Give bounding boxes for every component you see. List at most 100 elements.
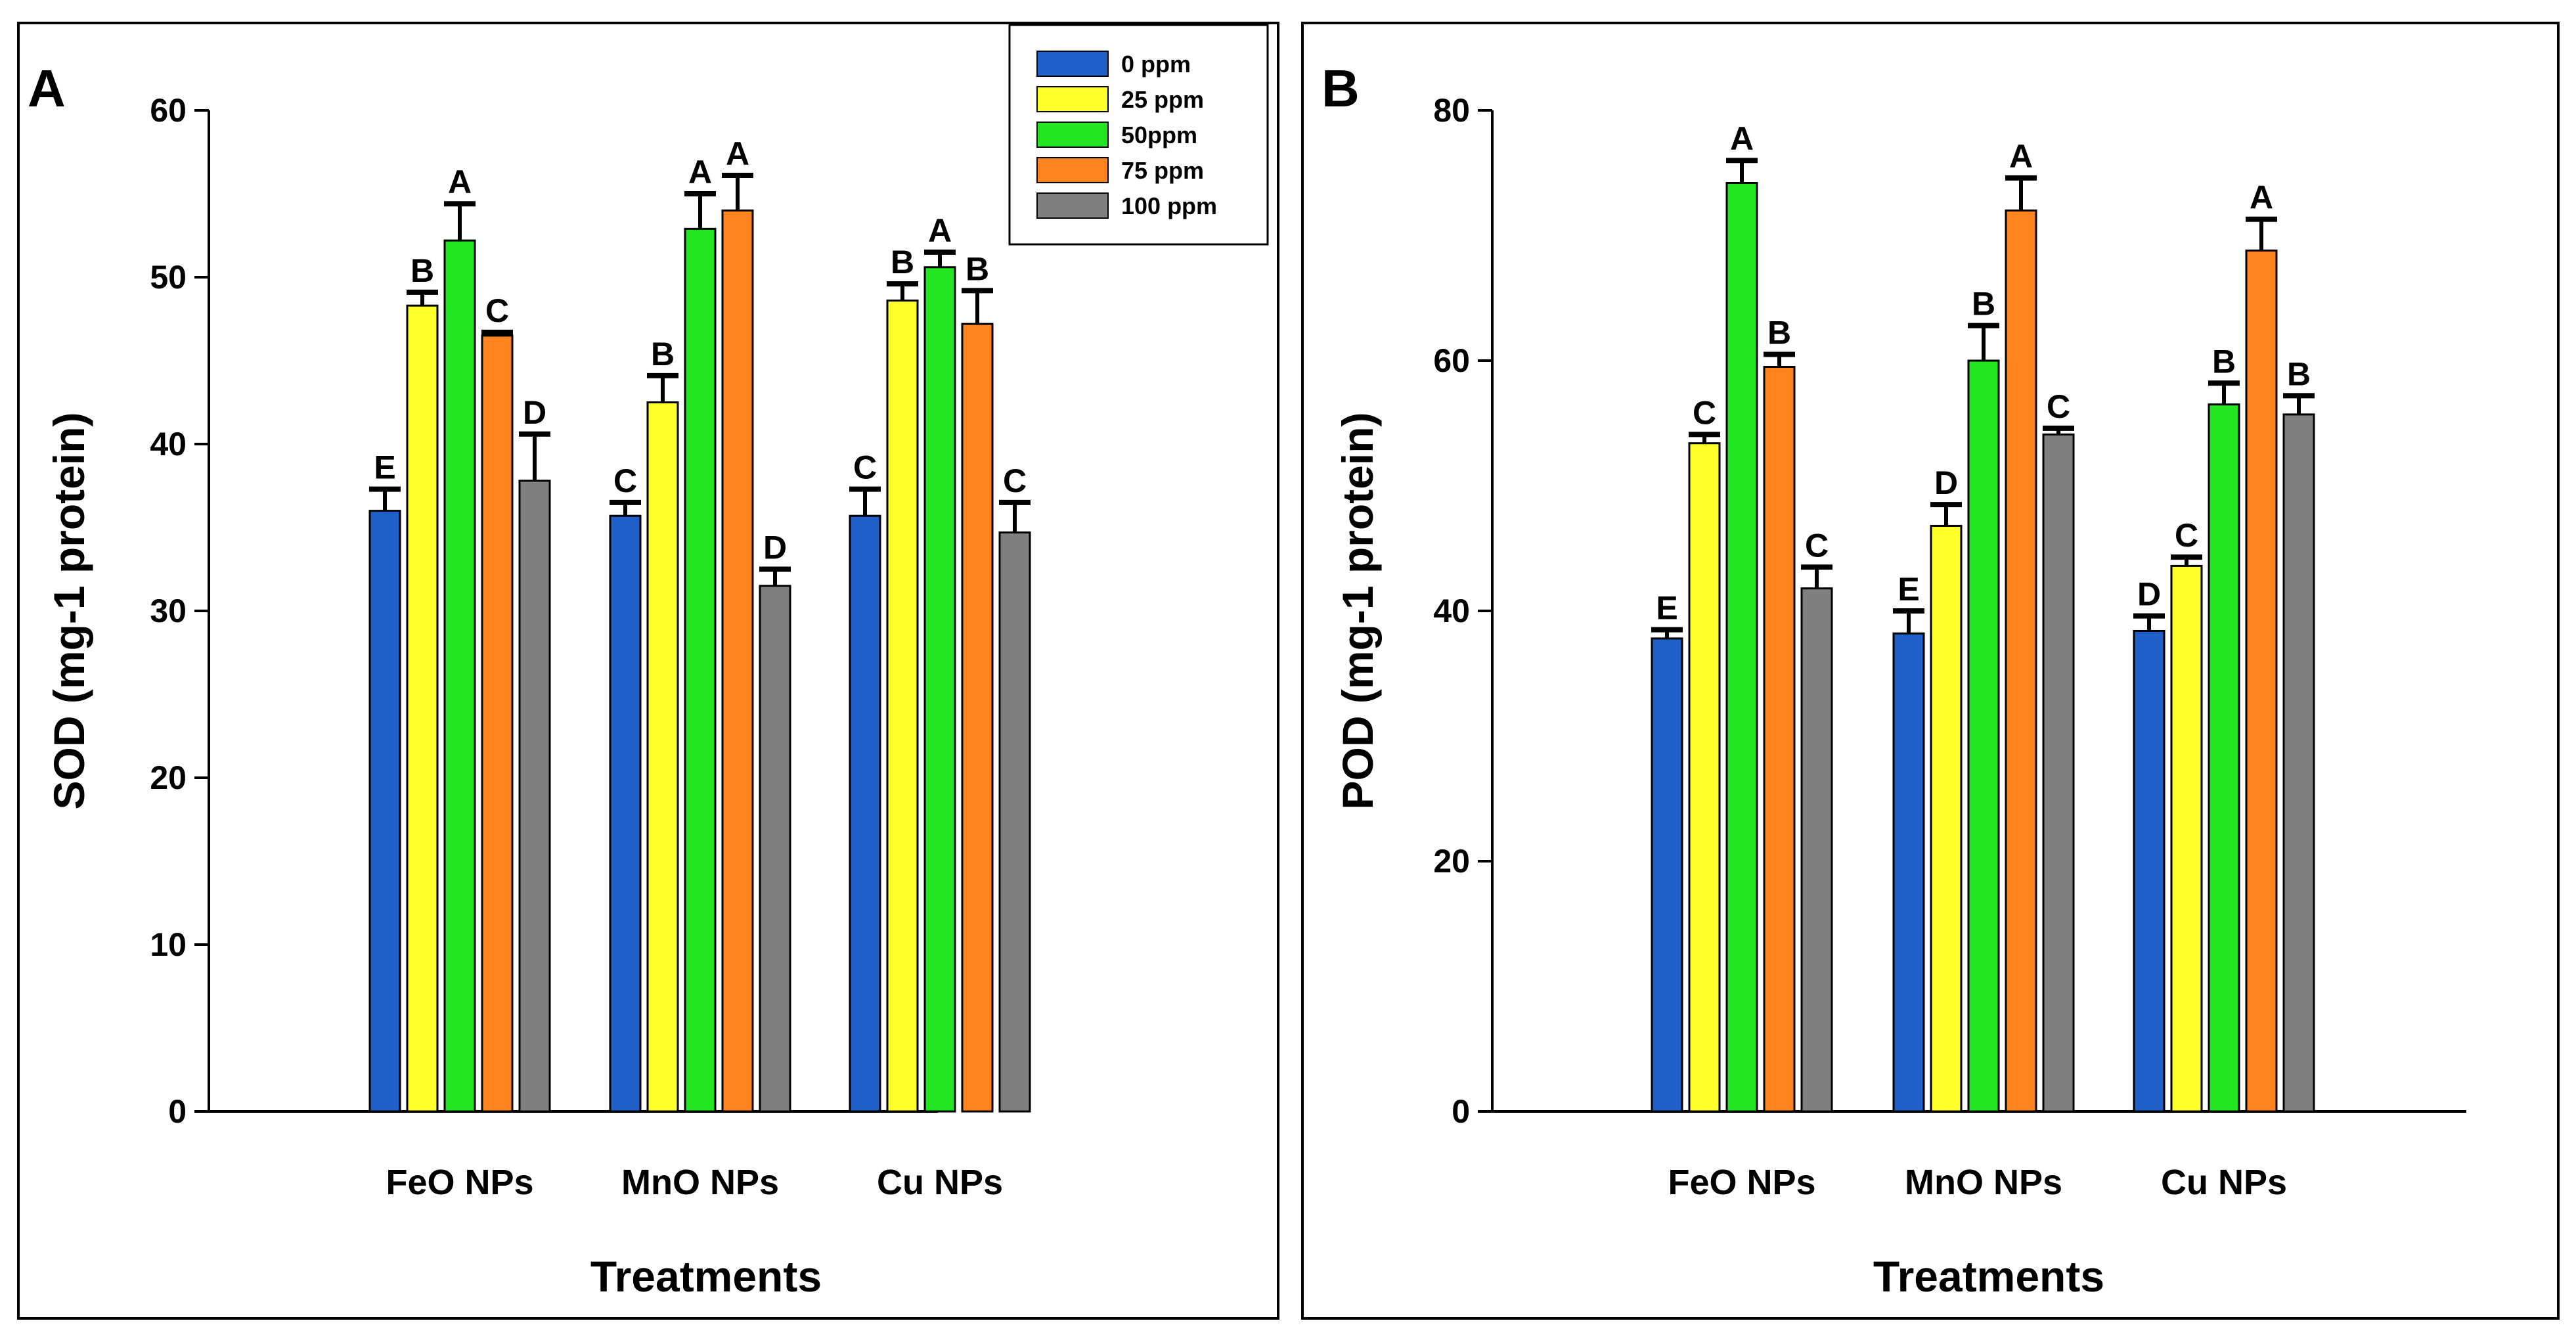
panel-frame: [1301, 22, 2560, 1320]
significance-label: B: [1972, 286, 1995, 323]
significance-label: C: [853, 449, 877, 486]
y-axis-title: SOD (mg-1 protein): [45, 413, 93, 810]
x-category-label: Cu NPs: [2161, 1163, 2287, 1202]
bar: [2282, 413, 2315, 1113]
significance-label: B: [411, 252, 434, 289]
bar: [2170, 564, 2203, 1113]
y-tick-label: 30: [150, 593, 187, 629]
bar: [368, 510, 401, 1113]
x-category-label: MnO NPs: [1905, 1163, 2062, 1202]
panel-frame: [17, 22, 1279, 1320]
bar: [518, 480, 551, 1113]
y-tick-label: 20: [150, 759, 187, 796]
significance-label: A: [2009, 138, 2033, 175]
legend-swatch: [1036, 51, 1109, 77]
bar: [998, 531, 1031, 1113]
bar: [646, 401, 679, 1113]
legend-label: 25 ppm: [1121, 86, 1204, 113]
significance-label: D: [523, 394, 546, 431]
legend-label: 0 ppm: [1121, 51, 1191, 78]
significance-label: A: [2250, 179, 2273, 216]
bar: [923, 266, 956, 1113]
significance-label: D: [2137, 576, 2161, 613]
significance-label: A: [448, 164, 472, 200]
y-tick-label: 40: [150, 426, 187, 462]
legend-swatch: [1036, 192, 1109, 219]
legend-label: 75 ppm: [1121, 157, 1204, 184]
bar: [609, 514, 642, 1113]
significance-label: B: [1767, 314, 1791, 351]
significance-label: E: [1656, 590, 1677, 627]
y-tick-label: 60: [150, 92, 187, 129]
bar: [2208, 403, 2240, 1113]
y-tick-label: 0: [1452, 1093, 1470, 1130]
y-tick-label: 40: [1433, 593, 1470, 629]
panel-letter: B: [1321, 59, 1360, 118]
significance-label: B: [966, 250, 989, 287]
bar: [2042, 433, 2075, 1113]
significance-label: C: [1805, 527, 1829, 564]
bar: [2005, 209, 2037, 1113]
bar: [1892, 632, 1925, 1113]
y-tick-label: 0: [168, 1093, 187, 1130]
significance-label: E: [1898, 571, 1919, 608]
significance-label: C: [485, 292, 509, 329]
bar: [849, 514, 881, 1113]
bar: [2133, 629, 2165, 1113]
bar: [1725, 181, 1758, 1113]
x-category-label: FeO NPs: [386, 1163, 533, 1202]
y-tick-label: 10: [150, 926, 187, 963]
bar: [886, 300, 919, 1113]
x-category-label: Cu NPs: [877, 1163, 1003, 1202]
significance-label: A: [688, 154, 712, 190]
legend-swatch: [1036, 122, 1109, 148]
significance-label: C: [1693, 394, 1716, 431]
legend-label: 100 ppm: [1121, 192, 1217, 219]
bar: [684, 227, 717, 1113]
legend-swatch: [1036, 157, 1109, 183]
chart-panel-b: B 0 20 40 60 80 POD (mg-1 protein) E C A B C FeO NPs…: [1301, 22, 2560, 1320]
bar: [721, 209, 754, 1113]
significance-label: C: [1003, 462, 1027, 499]
significance-label: D: [1934, 464, 1958, 501]
significance-label: B: [2212, 343, 2236, 380]
bar: [759, 585, 791, 1113]
significance-label: B: [2287, 355, 2311, 392]
y-tick-label: 20: [1433, 843, 1470, 880]
legend-swatch: [1036, 86, 1109, 112]
y-tick-label: 50: [150, 259, 187, 296]
significance-label: A: [726, 135, 749, 172]
bar: [1967, 359, 2000, 1113]
significance-label: E: [374, 449, 395, 486]
y-axis-title: POD (mg-1 protein): [1333, 413, 1382, 810]
significance-label: B: [651, 336, 675, 372]
bar: [1763, 366, 1796, 1113]
x-axis-title: Treatments: [590, 1252, 822, 1301]
significance-label: C: [613, 462, 637, 499]
significance-label: A: [928, 212, 952, 249]
y-tick-label: 80: [1433, 92, 1470, 129]
significance-label: D: [763, 529, 787, 566]
x-category-label: FeO NPs: [1668, 1163, 1815, 1202]
panel-letter: A: [28, 59, 66, 118]
bar: [481, 334, 514, 1113]
bar: [1651, 637, 1683, 1113]
legend-label: 50ppm: [1121, 122, 1197, 148]
bar: [1688, 442, 1721, 1113]
bar: [961, 323, 994, 1113]
legend: 0 ppm 25 ppm 50ppm 75 ppm 100 ppm: [1008, 24, 1269, 246]
bar: [443, 239, 476, 1113]
bar: [1800, 587, 1833, 1113]
significance-label: B: [891, 244, 914, 280]
x-axis-title: Treatments: [1873, 1252, 2104, 1301]
bar: [406, 304, 439, 1113]
x-category-label: MnO NPs: [621, 1163, 779, 1202]
y-tick-label: 60: [1433, 342, 1470, 379]
bar: [2245, 249, 2278, 1113]
bar: [1930, 524, 1963, 1113]
significance-label: C: [2047, 388, 2070, 425]
significance-label: A: [1730, 120, 1754, 157]
